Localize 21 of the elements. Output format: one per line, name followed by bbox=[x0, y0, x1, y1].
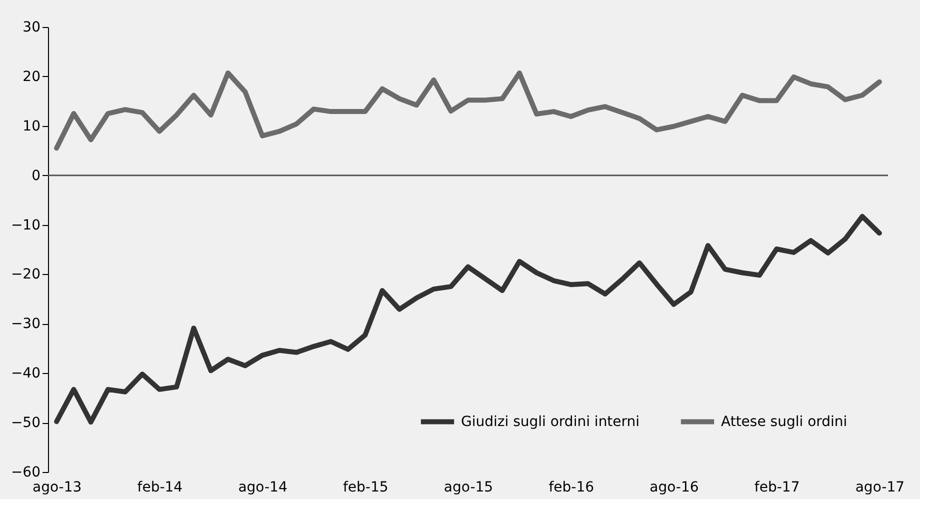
x-tick-label: feb-14 bbox=[137, 480, 183, 496]
y-tick-label: 20 bbox=[22, 68, 40, 85]
x-tick-label: feb-16 bbox=[548, 480, 594, 496]
y-tick-label: −50 bbox=[10, 415, 40, 432]
x-tick-label: ago-14 bbox=[238, 480, 288, 496]
x-tick-label: ago-15 bbox=[444, 480, 494, 496]
x-tick-label: feb-15 bbox=[342, 480, 388, 496]
y-tick-label: 30 bbox=[22, 20, 40, 36]
y-tick-label: −60 bbox=[10, 464, 40, 480]
y-tick-label: −40 bbox=[10, 366, 40, 382]
x-tick-label: ago-13 bbox=[32, 480, 82, 496]
legend-label: Attese sugli ordini bbox=[721, 414, 848, 430]
y-tick-label: −10 bbox=[10, 217, 40, 234]
y-tick-label: 10 bbox=[22, 118, 40, 134]
x-tick-label: ago-17 bbox=[855, 480, 905, 496]
legend-label: Giudizi sugli ordini interni bbox=[461, 414, 640, 430]
y-tick-label: −20 bbox=[10, 266, 40, 283]
y-tick-label: −30 bbox=[10, 316, 40, 332]
x-tick-label: feb-17 bbox=[754, 480, 800, 496]
x-tick-label: ago-16 bbox=[650, 480, 699, 496]
y-tick-label: 0 bbox=[32, 168, 40, 184]
